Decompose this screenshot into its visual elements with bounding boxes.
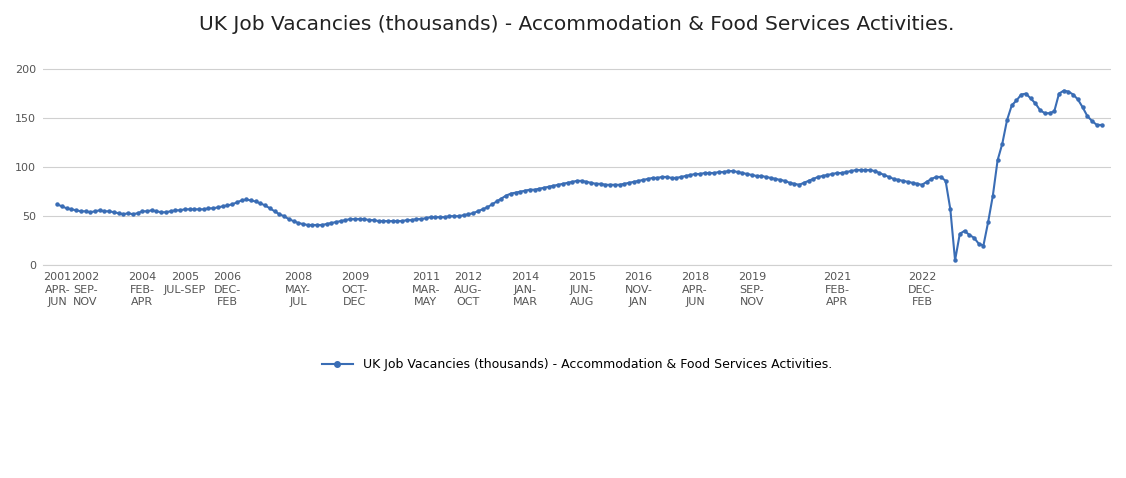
Line: UK Job Vacancies (thousands) - Accommodation & Food Services Activities.: UK Job Vacancies (thousands) - Accommoda… (55, 89, 1103, 262)
UK Job Vacancies (thousands) - Accommodation & Food Services Activities. (423, 214, 437, 220)
UK Job Vacancies (thousands) - Accommodation & Food Services Activities. (395, 218, 409, 224)
UK Job Vacancies (thousands) - Accommodation & Food Services Activities. (1057, 88, 1071, 94)
UK Job Vacancies (thousands) - Accommodation & Food Services Activities. (339, 217, 352, 223)
UK Job Vacancies (thousands) - Accommodation & Food Services Activities. (51, 202, 64, 207)
UK Job Vacancies (thousands) - Accommodation & Food Services Activities. (182, 206, 196, 212)
UK Job Vacancies (thousands) - Accommodation & Food Services Activities. (948, 258, 962, 263)
UK Job Vacancies (thousands) - Accommodation & Food Services Activities. (1000, 117, 1013, 123)
Legend: UK Job Vacancies (thousands) - Accommodation & Food Services Activities.: UK Job Vacancies (thousands) - Accommoda… (316, 353, 838, 377)
UK Job Vacancies (thousands) - Accommodation & Food Services Activities. (1094, 122, 1108, 128)
UK Job Vacancies (thousands) - Accommodation & Food Services Activities. (93, 207, 107, 213)
Title: UK Job Vacancies (thousands) - Accommodation & Food Services Activities.: UK Job Vacancies (thousands) - Accommoda… (199, 15, 955, 34)
